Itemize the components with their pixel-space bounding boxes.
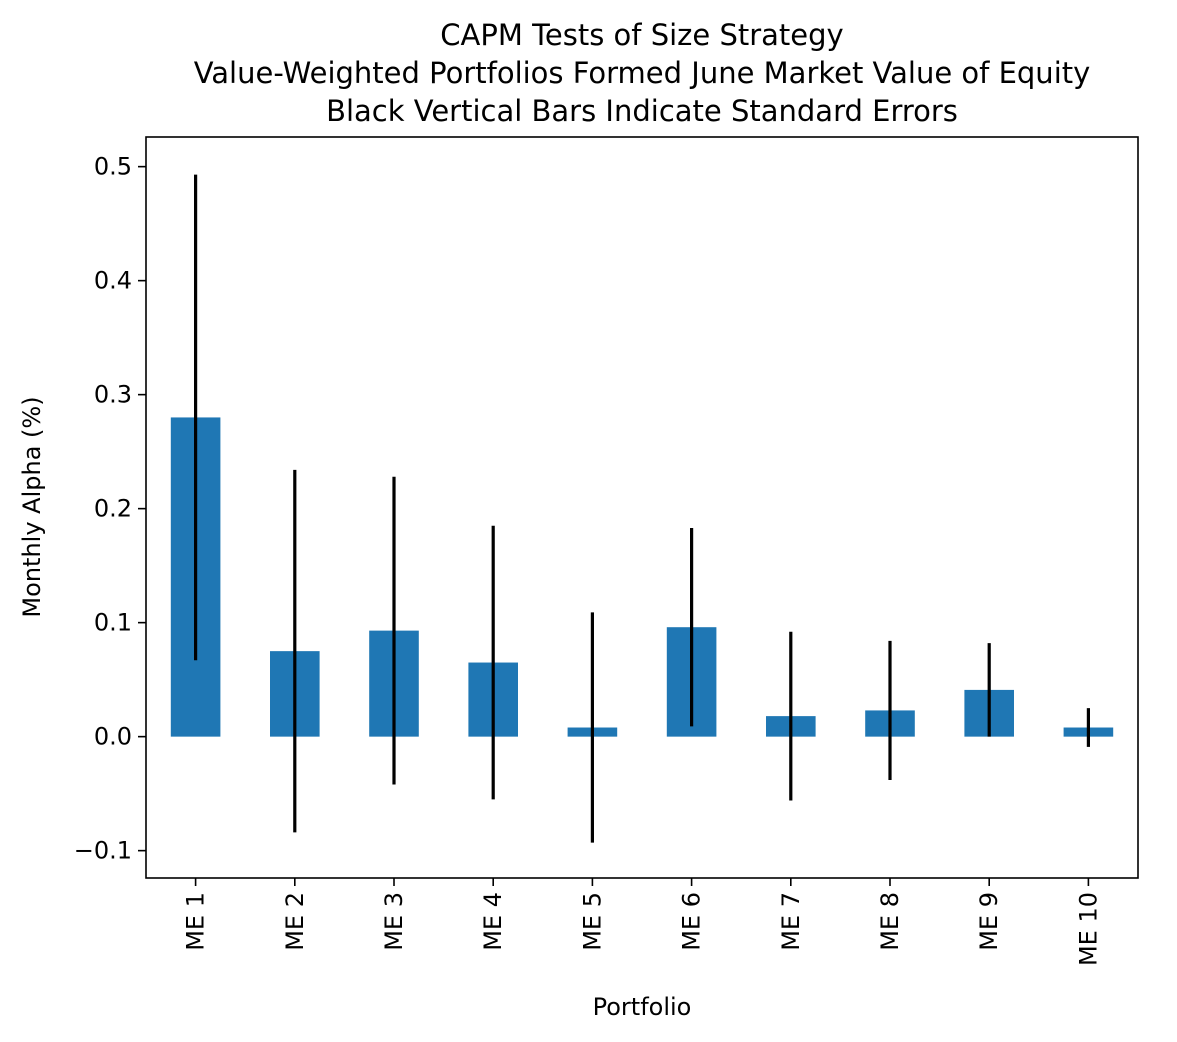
x-tick-label: ME 6 xyxy=(678,892,706,951)
x-tick-label: ME 7 xyxy=(777,892,805,951)
y-tick-label: 0.1 xyxy=(94,609,132,637)
chart-title-line-2: Value-Weighted Portfolios Formed June Ma… xyxy=(194,56,1091,90)
chart-title-line-1: CAPM Tests of Size Strategy xyxy=(440,18,843,52)
x-tick-label: ME 1 xyxy=(182,892,210,951)
x-tick-label: ME 2 xyxy=(281,892,309,951)
plot-area xyxy=(170,174,1114,843)
y-axis-label: Monthly Alpha (%) xyxy=(18,396,46,617)
x-tick-label: ME 5 xyxy=(578,892,606,951)
x-tick-label: ME 10 xyxy=(1074,892,1102,966)
y-tick-label: 0.4 xyxy=(94,267,132,295)
chart-title: CAPM Tests of Size Strategy Value-Weight… xyxy=(194,18,1091,128)
x-tick-label: ME 4 xyxy=(479,892,507,951)
x-tick-label: ME 3 xyxy=(380,892,408,951)
y-tick-label: 0.0 xyxy=(94,723,132,751)
y-tick-label: 0.2 xyxy=(94,495,132,523)
x-tick-label: ME 8 xyxy=(876,892,904,951)
y-tick-label: −0.1 xyxy=(74,837,132,865)
x-axis-label: Portfolio xyxy=(593,993,692,1021)
chart-title-line-3: Black Vertical Bars Indicate Standard Er… xyxy=(326,94,958,128)
plot-frame xyxy=(145,136,1139,879)
y-tick-label: 0.3 xyxy=(94,381,132,409)
x-tick-label: ME 9 xyxy=(975,892,1003,951)
y-tick-label: 0.5 xyxy=(94,153,132,181)
